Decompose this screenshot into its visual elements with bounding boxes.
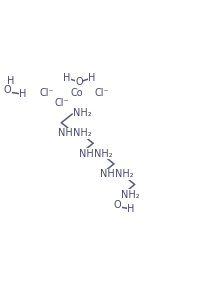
Text: NH: NH bbox=[79, 149, 94, 159]
Text: NH₂: NH₂ bbox=[115, 169, 133, 179]
Text: NH₂: NH₂ bbox=[73, 108, 92, 118]
Text: O: O bbox=[4, 85, 11, 95]
Text: H: H bbox=[127, 204, 134, 214]
Text: NH: NH bbox=[58, 128, 73, 138]
Text: O: O bbox=[114, 200, 122, 210]
Text: NH₂: NH₂ bbox=[73, 128, 92, 138]
Text: H: H bbox=[88, 73, 96, 83]
Text: NH: NH bbox=[100, 169, 115, 179]
Text: Cl⁻: Cl⁻ bbox=[95, 88, 109, 98]
Text: NH₂: NH₂ bbox=[94, 149, 113, 159]
Text: H: H bbox=[19, 89, 27, 99]
Text: O: O bbox=[75, 77, 83, 87]
Text: H: H bbox=[63, 73, 70, 83]
Text: Cl⁻: Cl⁻ bbox=[39, 88, 54, 98]
Text: NH₂: NH₂ bbox=[121, 190, 139, 200]
Text: H: H bbox=[7, 76, 15, 86]
Text: Co: Co bbox=[71, 88, 84, 98]
Text: Cl⁻: Cl⁻ bbox=[54, 98, 69, 108]
